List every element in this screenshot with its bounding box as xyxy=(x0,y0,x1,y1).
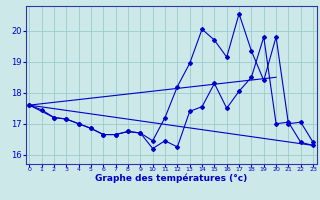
X-axis label: Graphe des températures (°c): Graphe des températures (°c) xyxy=(95,174,247,183)
